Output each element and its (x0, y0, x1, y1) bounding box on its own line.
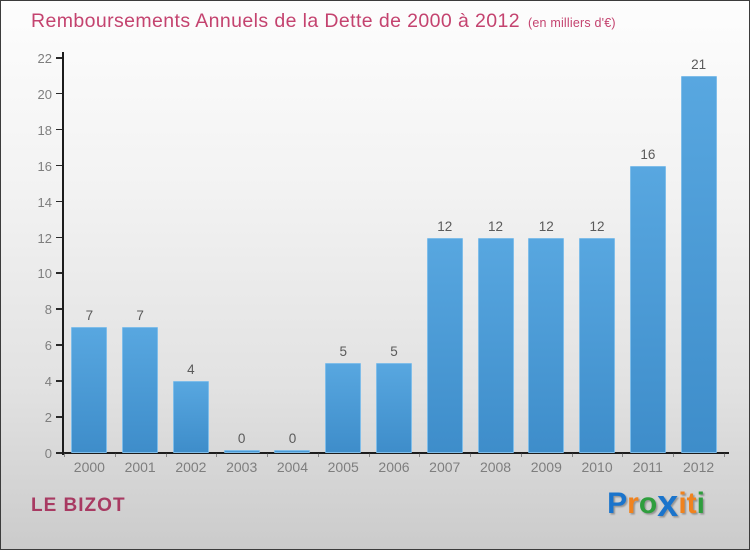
bar-2002 (172, 381, 209, 453)
logo-letter: t (686, 487, 697, 520)
bar-2003 (223, 450, 260, 453)
plot-area: 0 2 4 6 8 10 12 14 16 18 20 22 7 2000 7 2001 4 2002 0 2003 0… (38, 51, 729, 475)
bar-value-label: 21 (691, 57, 707, 72)
bar-value-label: 0 (288, 431, 297, 446)
bar-value-label: 16 (640, 147, 656, 162)
x-axis-label: 2012 (683, 459, 715, 475)
x-axis-tick (64, 453, 65, 457)
x-axis-line (62, 452, 729, 454)
bar-2008 (477, 238, 514, 453)
chart-title-text: Remboursements Annuels de la Dette de 20… (31, 10, 520, 32)
bar-value-label: 4 (187, 362, 195, 377)
bar-2004 (274, 450, 311, 453)
y-axis-tick (56, 92, 62, 95)
bar-2001 (122, 327, 159, 453)
x-axis-label: 2000 (73, 459, 105, 475)
x-axis-label: 2011 (632, 459, 663, 475)
x-axis-tick (724, 453, 725, 457)
x-axis-tick (622, 453, 624, 457)
logo-letter: P (607, 487, 628, 520)
x-axis-label: 2003 (226, 459, 258, 475)
x-axis-label: 2008 (479, 459, 512, 475)
x-axis-tick (368, 453, 370, 457)
y-axis-tick-label: 16 (37, 158, 52, 174)
y-axis-tick (56, 236, 62, 239)
y-axis-tick (56, 272, 62, 274)
y-axis-tick (56, 308, 62, 310)
y-axis-tick-label: 20 (37, 86, 52, 102)
logo-letter: i (678, 487, 687, 520)
x-axis-label: 2002 (175, 459, 207, 475)
x-axis-label: 2005 (327, 459, 359, 475)
x-axis-tick (165, 453, 167, 457)
y-axis-tick-label: 22 (37, 51, 52, 66)
x-axis-tick (673, 453, 675, 457)
y-axis-tick-label: 2 (44, 410, 52, 426)
x-axis-tick (317, 453, 319, 457)
y-axis-tick-label: 14 (37, 194, 52, 210)
bar-2005 (325, 363, 362, 453)
y-axis-line (62, 52, 64, 455)
x-axis-label: 2009 (530, 459, 562, 475)
chart-subtitle: (en milliers d'€) (528, 16, 616, 30)
bar-value-label: 5 (390, 344, 398, 359)
bar-2009 (528, 238, 565, 453)
y-axis-tick-label: 10 (37, 266, 52, 282)
bar-value-label: 7 (85, 308, 94, 323)
bar-value-label: 12 (488, 219, 504, 234)
proxiti-logo: Proxiti (607, 485, 705, 523)
x-axis-tick (470, 453, 472, 457)
bar-value-label: 12 (589, 219, 605, 234)
y-axis-tick (56, 452, 62, 454)
bar-2011 (629, 166, 666, 453)
x-axis-label: 2001 (124, 459, 156, 475)
y-axis-tick-label: 18 (37, 122, 52, 138)
x-axis-label: 2004 (276, 459, 309, 475)
y-axis-tick-label: 12 (37, 230, 52, 246)
bar-value-label: 0 (237, 431, 246, 446)
y-axis-tick-label: 8 (44, 302, 52, 318)
bar-2007 (426, 238, 463, 453)
y-axis-tick (56, 200, 62, 203)
bar-value-label: 12 (437, 219, 453, 234)
bar-2012 (680, 76, 717, 453)
y-axis-tick (56, 380, 62, 382)
x-axis-label: 2010 (581, 459, 613, 475)
x-axis-tick (419, 453, 421, 457)
y-axis-tick (56, 57, 62, 59)
y-axis-tick (56, 164, 62, 167)
y-axis-tick (56, 128, 62, 131)
logo-letter: r (627, 487, 639, 520)
x-axis-tick (267, 453, 269, 457)
y-axis-tick-label: 0 (44, 446, 52, 461)
y-axis-tick-label: 6 (44, 338, 52, 354)
bar-2000 (71, 327, 108, 453)
y-axis-tick-label: 4 (44, 374, 52, 390)
chart-title: Remboursements Annuels de la Dette de 20… (31, 10, 616, 33)
x-axis-tick (520, 453, 522, 457)
y-axis-tick (56, 344, 62, 346)
logo-letter: x (657, 483, 679, 525)
bar-value-label: 7 (136, 308, 144, 323)
bar-2006 (376, 363, 412, 453)
x-axis-label: 2006 (378, 459, 410, 475)
x-axis-tick (571, 453, 573, 457)
bar-2010 (579, 238, 616, 453)
x-axis-label: 2007 (429, 459, 461, 475)
commune-label: LE BIZOT (31, 495, 126, 516)
x-axis-tick (114, 453, 116, 457)
logo-letter: i (696, 487, 705, 520)
bar-value-label: 12 (538, 219, 554, 234)
logo-letter: o (638, 487, 658, 520)
bar-value-label: 5 (339, 344, 347, 359)
x-axis-tick (216, 453, 218, 457)
y-axis-tick (56, 416, 62, 418)
